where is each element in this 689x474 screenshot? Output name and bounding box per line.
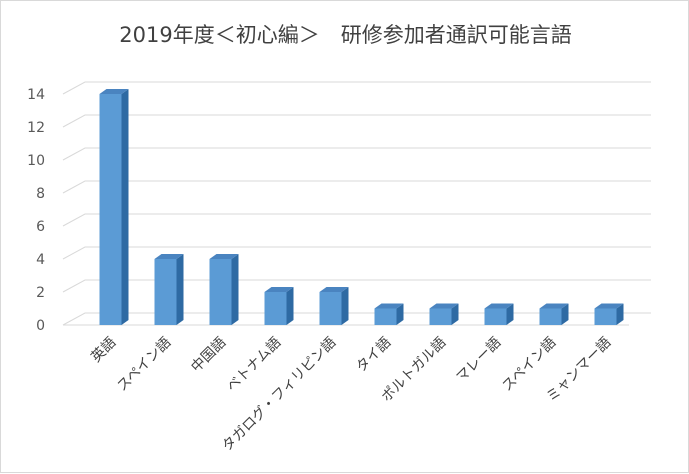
category-label: 中国語 [188,335,229,376]
y-tick-label: 8 [36,186,45,202]
bar-front [99,94,122,325]
bar-front [429,308,452,325]
gridline [62,213,651,227]
bar-top [319,287,349,292]
bar [429,303,459,325]
bar-front [594,308,617,325]
y-tick-label: 6 [36,219,45,235]
bar-side [231,254,239,325]
bar [209,254,239,325]
bar-top [429,303,459,309]
bar [154,254,184,325]
category-label: 英語 [88,334,120,366]
bar-top [154,254,184,259]
bar-front [264,292,287,325]
category-label: スペイン語 [114,335,174,395]
bar-top [539,303,569,309]
y-tick-label: 4 [36,252,45,268]
gridline [62,246,651,260]
bar-front [319,292,342,325]
bar [594,303,624,325]
y-tick-label: 10 [27,153,45,169]
bar-front [374,308,397,325]
bar-side [506,303,514,325]
bar [319,287,349,325]
bar-top [594,303,624,309]
category-label: マレー語 [453,335,504,386]
bar-side [286,287,294,325]
gridline [62,81,651,95]
bar-top [99,89,129,94]
bar-front [209,259,232,325]
y-tick-label: 14 [27,87,45,103]
y-tick-label: 0 [36,318,45,334]
bar-side [616,303,624,325]
bar-side [396,303,404,325]
bar [484,303,514,325]
bar-front [484,308,507,325]
bar-front [539,308,562,325]
gridline [62,279,651,293]
bar-side [121,89,129,325]
bar-top [209,254,239,259]
bar [264,287,294,325]
bar-top [264,287,294,292]
y-tick-label: 2 [36,285,45,301]
category-label: スペイン語 [499,335,559,395]
gridline [62,147,651,161]
gridline [62,312,651,326]
bar-side [341,287,349,325]
y-tick-label: 12 [27,120,45,136]
gridline [62,180,651,194]
bar-top [484,303,514,309]
bar-side [451,303,459,325]
gridline [62,114,651,128]
bar-front [154,259,177,325]
category-label: タガログ・フィリピン語 [219,335,339,455]
bar-top [374,303,404,309]
chart-title: 2019年度＜初心編＞ 研修参加者通訳可能言語 [119,23,572,47]
bar-side [176,254,184,325]
category-label: タイ語 [353,335,394,376]
bar [374,303,404,325]
bar-side [561,303,569,325]
bar [99,89,129,325]
bar [539,303,569,325]
